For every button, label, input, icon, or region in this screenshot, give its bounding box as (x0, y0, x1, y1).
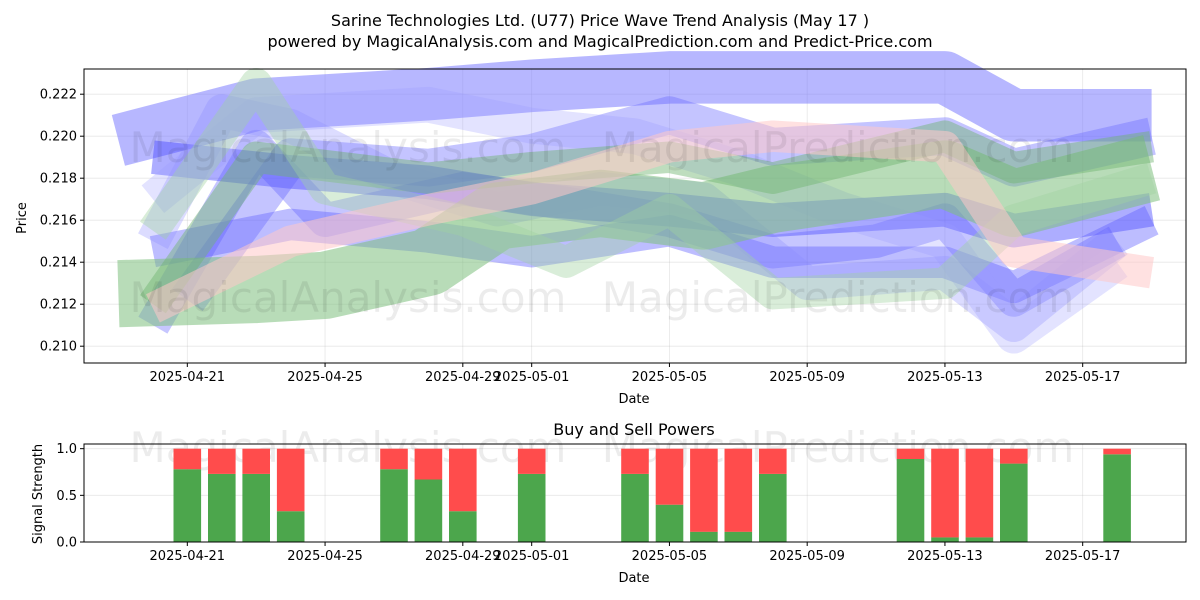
bottom-watermark: MagicalAnalysis.com (130, 423, 567, 472)
sell-bar (517, 448, 546, 474)
sell-bar (1000, 448, 1028, 464)
buy-bar (276, 511, 305, 542)
sell-bar (414, 448, 443, 480)
buy-bar (724, 531, 753, 542)
top-y-tick-label: 0.216 (40, 214, 77, 229)
buy-sell-plot: MagicalAnalysis.com MagicalPrediction.com… (56, 423, 1187, 564)
top-x-tick-label: 2025-05-01 (494, 370, 570, 385)
sell-bar (242, 448, 270, 474)
sell-bar (655, 448, 684, 505)
buy-bar (759, 473, 787, 542)
bottom-y-tick-label: 0.0 (56, 536, 77, 551)
bottom-y-tick-label: 0.5 (56, 489, 77, 504)
sell-bar (759, 448, 787, 474)
top-x-tick-label: 2025-05-17 (1045, 370, 1121, 385)
bottom-chart-title: Buy and Sell Powers (553, 420, 715, 439)
buy-bar (1000, 463, 1028, 542)
sell-bar (896, 448, 925, 459)
buy-bar (242, 473, 270, 542)
wave-band-10 (145, 120, 1154, 323)
sell-bar (724, 448, 753, 532)
sell-bar (965, 448, 994, 538)
bottom-x-axis-label: Date (618, 571, 649, 586)
top-x-tick-label: 2025-04-21 (150, 370, 226, 385)
buy-bar (517, 473, 546, 542)
price-wave-plot: MagicalAnalysis.com MagicalPrediction.com… (40, 51, 1187, 385)
buy-bar (208, 473, 236, 542)
buy-bar (621, 473, 649, 542)
sell-bar (449, 448, 477, 512)
top-watermark: MagicalAnalysis.com (130, 123, 567, 172)
chart-title: Sarine Technologies Ltd. (U77) Price Wav… (331, 11, 869, 30)
top-x-axis-label: Date (618, 392, 649, 407)
sell-bar (208, 448, 236, 474)
bottom-x-tick-label: 2025-05-17 (1045, 549, 1121, 564)
buy-bar (173, 469, 202, 542)
buy-bar (896, 458, 925, 542)
wave-band-0 (111, 51, 1152, 166)
buy-bar (655, 504, 684, 542)
buy-bar (380, 469, 408, 542)
top-watermark: MagicalPrediction.com (602, 123, 1075, 172)
buy-bar (965, 537, 994, 542)
top-watermark: MagicalAnalysis.com (130, 273, 567, 322)
wave-band-9 (140, 67, 1157, 310)
top-x-tick-label: 2025-04-25 (287, 370, 363, 385)
sell-bar (931, 448, 959, 538)
top-watermark: MagicalPrediction.com (602, 273, 1075, 322)
bottom-x-tick-label: 2025-04-25 (287, 549, 363, 564)
bottom-x-tick-label: 2025-05-13 (907, 549, 983, 564)
chart-subtitle: powered by MagicalAnalysis.com and Magic… (267, 32, 932, 51)
bottom-x-tick-label: 2025-04-21 (150, 549, 226, 564)
bottom-x-tick-label: 2025-05-09 (769, 549, 845, 564)
buy-bar (449, 511, 477, 542)
bottom-x-tick-label: 2025-05-01 (494, 549, 570, 564)
top-x-tick-label: 2025-04-29 (425, 370, 501, 385)
bottom-x-tick-label: 2025-04-29 (425, 549, 501, 564)
buy-bar (414, 479, 443, 542)
top-y-tick-label: 0.220 (40, 130, 77, 145)
bottom-frame (83, 443, 1187, 543)
bottom-x-tick-label: 2025-05-05 (632, 549, 708, 564)
buy-bar (1103, 454, 1131, 542)
sell-bar (621, 448, 649, 474)
top-y-axis-label: Price (15, 202, 30, 234)
top-y-tick-label: 0.214 (40, 256, 77, 271)
bottom-y-axis-label: Signal Strength (31, 444, 46, 544)
top-x-tick-label: 2025-05-09 (769, 370, 845, 385)
sell-bar (276, 448, 305, 512)
top-y-tick-label: 0.222 (40, 88, 77, 103)
top-y-tick-label: 0.212 (40, 298, 77, 313)
sell-bar (1103, 448, 1131, 455)
top-x-tick-label: 2025-05-05 (632, 370, 708, 385)
top-y-tick-label: 0.218 (40, 172, 77, 187)
bottom-y-tick-label: 1.0 (56, 442, 77, 457)
sell-bar (690, 448, 718, 532)
top-frame (83, 68, 1187, 364)
buy-bar (931, 537, 959, 542)
buy-bar (690, 531, 718, 542)
top-y-tick-label: 0.210 (40, 340, 77, 355)
sell-bar (380, 448, 408, 470)
top-x-tick-label: 2025-05-13 (907, 370, 983, 385)
sell-bar (173, 448, 202, 470)
